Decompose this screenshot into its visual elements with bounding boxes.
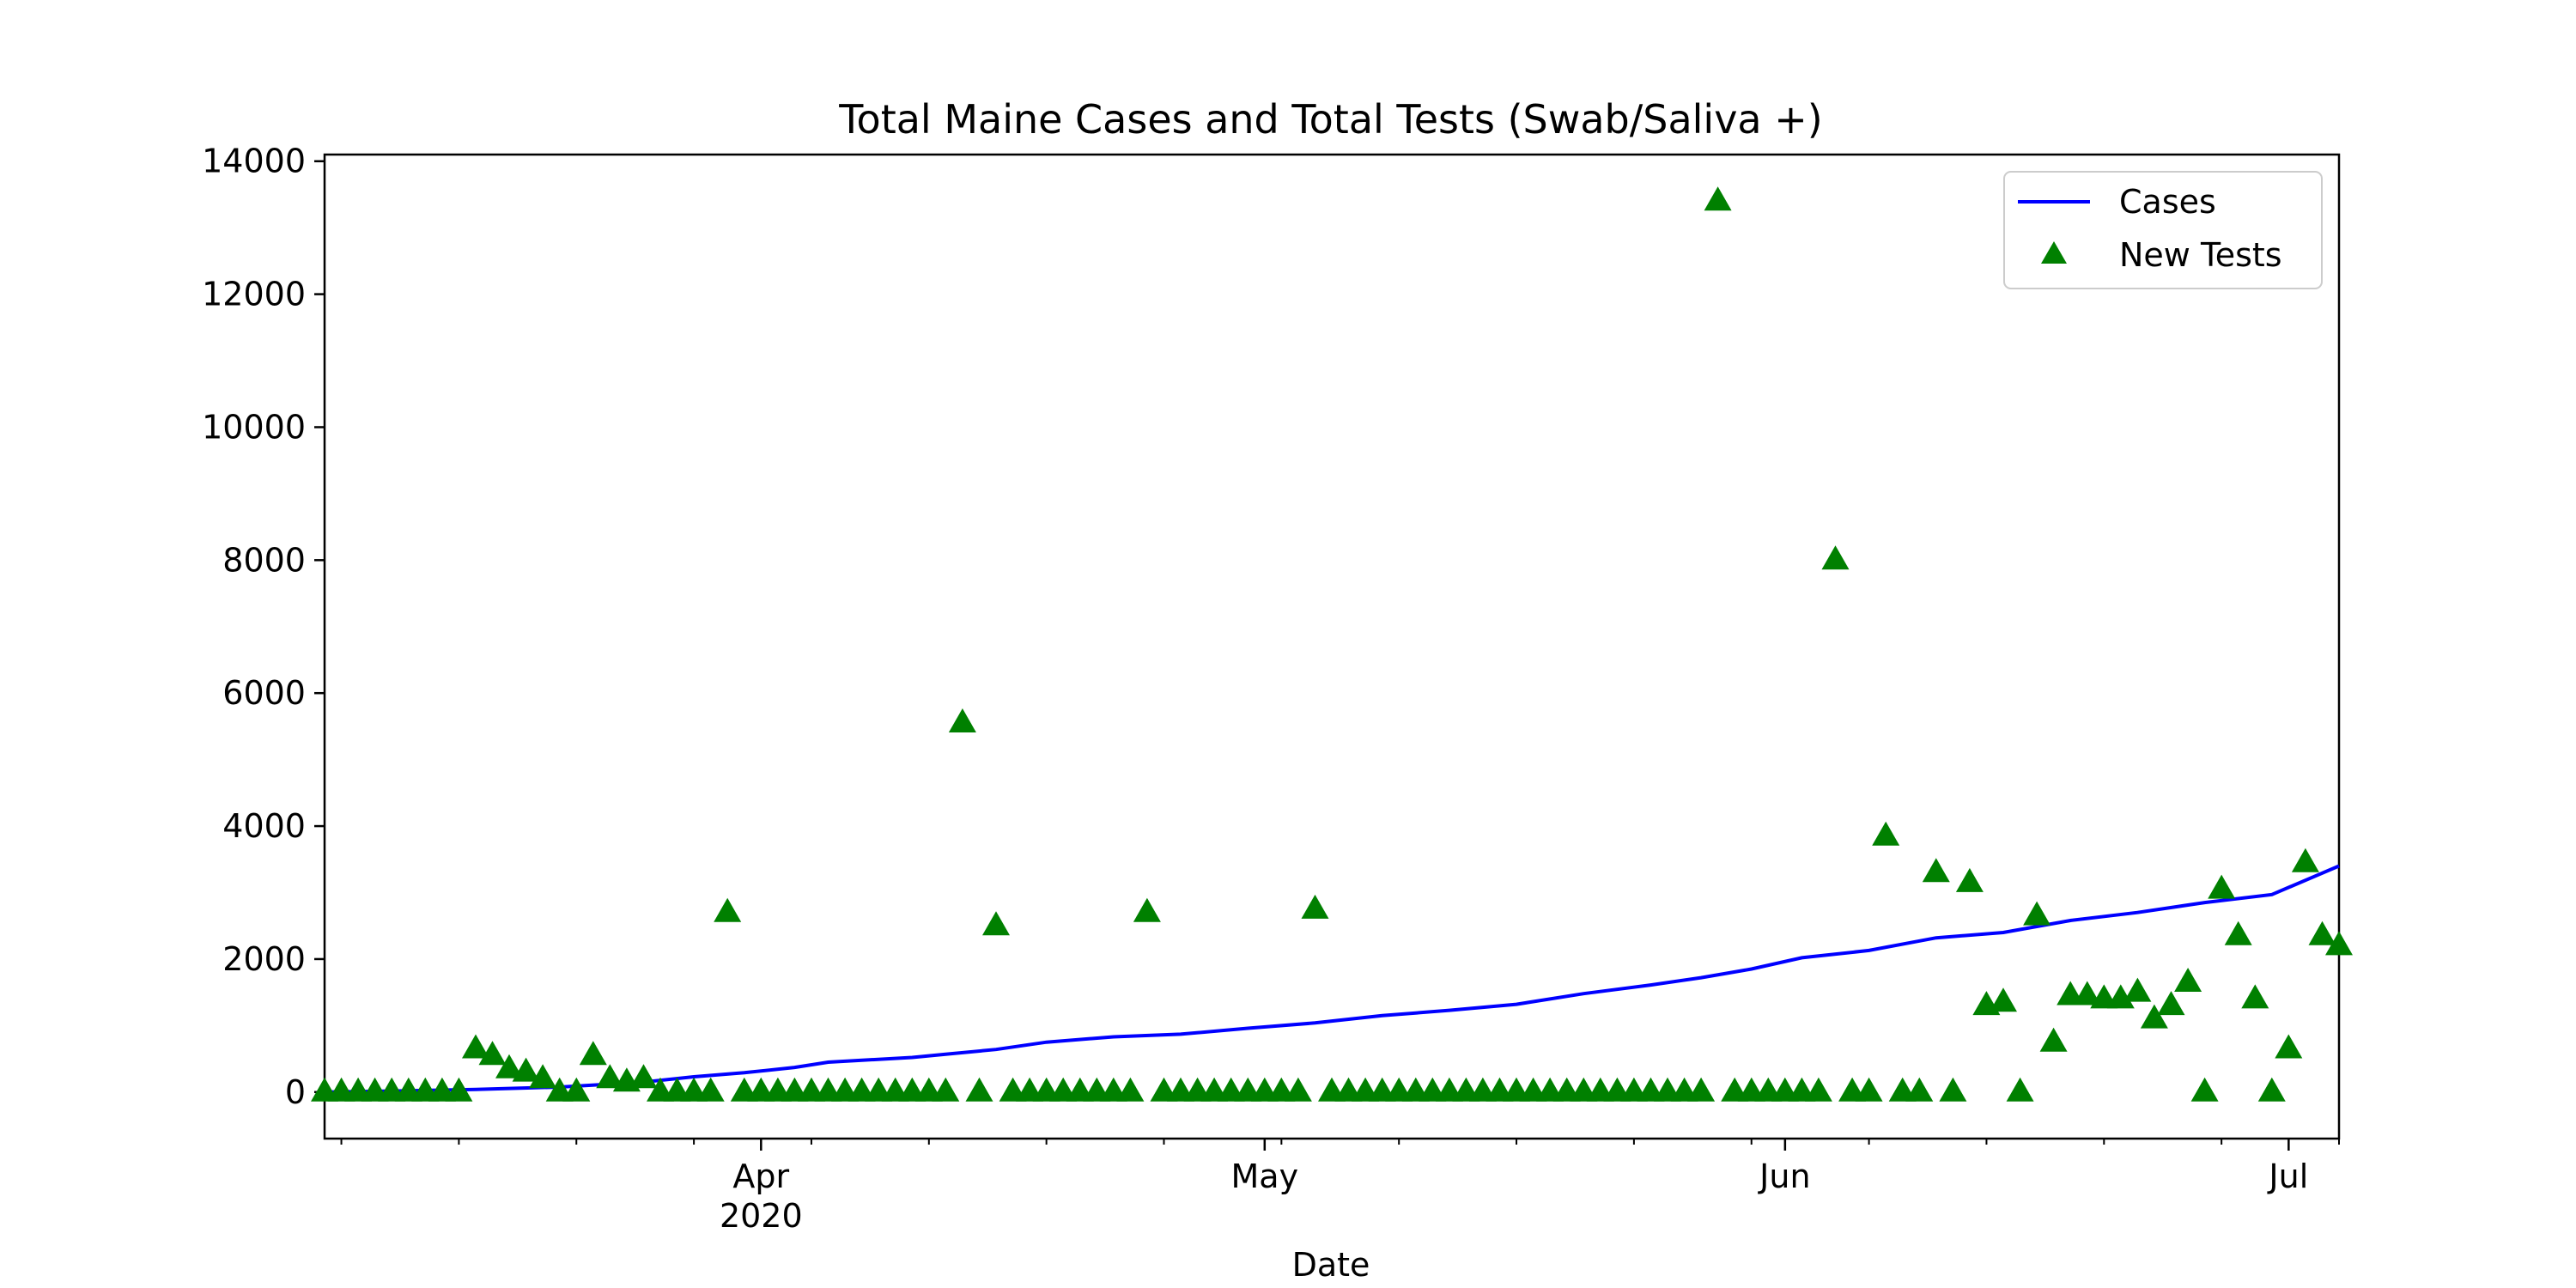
- new-tests-point: [1855, 1077, 1883, 1102]
- new-tests-point: [445, 1077, 473, 1102]
- new-tests-point: [2291, 848, 2319, 872]
- new-tests-point: [1704, 186, 1732, 211]
- new-tests-point: [2241, 984, 2269, 1009]
- legend: Cases New Tests: [2003, 171, 2323, 289]
- new-tests-point: [2023, 901, 2051, 926]
- new-tests-point: [2208, 874, 2236, 899]
- y-tick-label: 2000: [222, 940, 306, 978]
- x-tick-sublabel: 2020: [720, 1197, 803, 1235]
- plot-area: [323, 153, 2341, 1140]
- new-tests-point: [462, 1034, 489, 1059]
- y-tick-label: 10000: [202, 408, 306, 446]
- chart-title: Total Maine Cases and Total Tests (Swab/…: [838, 96, 1822, 143]
- new-tests-point: [932, 1077, 960, 1102]
- new-tests-point: [2174, 968, 2202, 992]
- new-tests-point: [1116, 1077, 1145, 1102]
- y-tick-label: 14000: [202, 143, 306, 180]
- new-tests-point: [562, 1077, 591, 1102]
- new-tests-point: [1284, 1077, 1312, 1102]
- new-tests-point: [1939, 1077, 1967, 1102]
- new-tests-point: [1804, 1077, 1832, 1102]
- new-tests-point: [2006, 1077, 2034, 1102]
- new-tests-point: [2123, 977, 2152, 1002]
- new-tests-markers: [311, 186, 2353, 1102]
- new-tests-point: [1821, 545, 1850, 570]
- y-tick-label: 4000: [222, 807, 306, 845]
- y-tick-label: 6000: [222, 674, 306, 712]
- y-tick-label: 0: [285, 1073, 306, 1111]
- x-tick-label: Jun: [1758, 1157, 1810, 1195]
- new-tests-point: [579, 1041, 607, 1066]
- new-tests-point: [495, 1054, 523, 1078]
- new-tests-point: [2039, 1027, 2068, 1052]
- new-tests-point: [1301, 894, 1329, 919]
- x-tick-label: Apr: [732, 1157, 789, 1195]
- new-tests-point: [982, 911, 1010, 936]
- cases-line: [324, 864, 2340, 1094]
- new-tests-point: [1905, 1077, 1934, 1102]
- new-tests-point: [2140, 1004, 2168, 1029]
- legend-new-tests-label: New Tests: [2119, 236, 2282, 274]
- y-axis: 0 2000 4000 6000 8000 10000 12000 14000: [202, 143, 325, 1111]
- new-tests-point: [512, 1057, 540, 1082]
- new-tests-point: [2073, 981, 2101, 1005]
- new-tests-point: [596, 1064, 624, 1089]
- new-tests-point: [1990, 987, 2017, 1012]
- new-tests-point: [948, 708, 976, 732]
- new-tests-point: [1687, 1077, 1716, 1102]
- legend-new-tests-swatch: [2041, 241, 2067, 264]
- new-tests-point: [1955, 867, 1984, 892]
- new-tests-point: [2275, 1034, 2303, 1059]
- x-axis-label: Date: [1292, 1246, 1370, 1284]
- new-tests-point: [714, 897, 742, 922]
- y-tick-label: 12000: [202, 276, 306, 313]
- y-tick-label: 8000: [222, 541, 306, 579]
- new-tests-point: [529, 1064, 557, 1089]
- x-tick-label: May: [1231, 1157, 1299, 1195]
- new-tests-point: [696, 1077, 725, 1102]
- new-tests-point: [2325, 931, 2353, 956]
- new-tests-point: [1133, 897, 1161, 922]
- new-tests-point: [965, 1077, 993, 1102]
- x-tick-label: Jul: [2267, 1157, 2308, 1195]
- new-tests-point: [1872, 821, 1900, 846]
- new-tests-point: [629, 1064, 658, 1089]
- new-tests-point: [2257, 1077, 2286, 1102]
- new-tests-point: [1922, 858, 1950, 883]
- new-tests-point: [2224, 920, 2252, 945]
- new-tests-point: [2106, 984, 2135, 1009]
- new-tests-point: [478, 1041, 507, 1066]
- new-tests-point: [2190, 1077, 2219, 1102]
- legend-cases-label: Cases: [2119, 183, 2216, 221]
- new-tests-point: [2157, 991, 2185, 1016]
- new-tests-point: [2308, 920, 2336, 945]
